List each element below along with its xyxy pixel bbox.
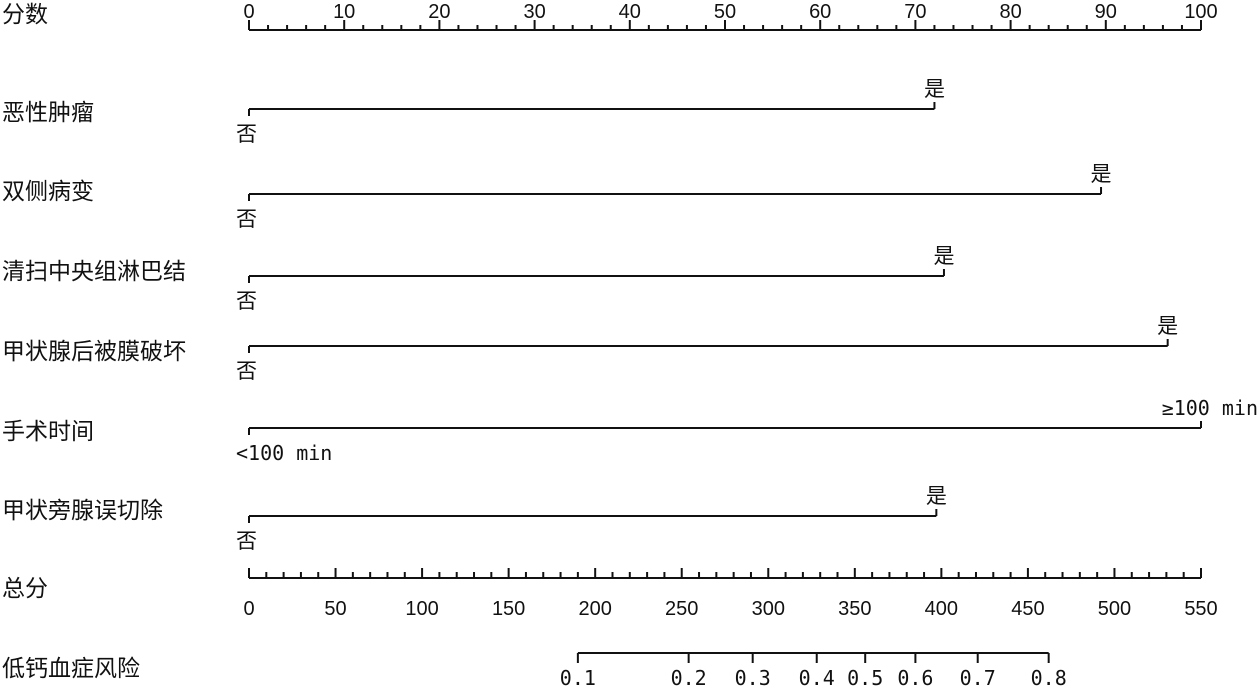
predictor-level-label: 是: [924, 77, 945, 101]
total-tick-label: 150: [492, 598, 525, 620]
points-tick-label: 80: [999, 1, 1021, 23]
predictor-level-label: 否: [236, 207, 257, 231]
predictor-name: 手术时间: [2, 419, 94, 445]
predictor-level-label: 否: [236, 529, 257, 553]
risk-tick-label: 0.4: [799, 666, 835, 687]
total-tick-label: 300: [752, 598, 785, 620]
points-tick-label: 100: [1184, 1, 1217, 23]
risk-axis-ticks: 0.1 0.2 0.3 0.4 0.5 0.6 0.7 0.8: [560, 653, 1067, 687]
total-tick-label: 500: [1098, 598, 1131, 620]
predictor-rows: 恶性肿瘤否是双侧病变否是清扫中央组淋巴结否是甲状腺后被膜破坏否是手术时间<100…: [2, 77, 1258, 553]
points-axis-ticks: 0 10 20 30 40 50 60 70 80 90 100: [243, 1, 1218, 30]
risk-tick-label: 0.5: [847, 666, 883, 687]
total-tick-label: 350: [838, 598, 871, 620]
predictor-level-label: 否: [236, 359, 257, 383]
points-tick-label: 70: [904, 1, 926, 23]
points-tick-label: 30: [523, 1, 545, 23]
risk-axis: 低钙血症风险 0.1 0.2 0.3 0.4 0.5 0.6 0.7 0.8: [2, 652, 1067, 687]
risk-tick-label: 0.6: [897, 666, 933, 687]
predictor-level-label: 否: [236, 289, 257, 313]
points-tick-label: 50: [714, 1, 736, 23]
predictor-level-label: 是: [1157, 314, 1178, 338]
total-tick-label: 0: [243, 598, 254, 620]
predictor-name: 清扫中央组淋巴结: [2, 259, 186, 285]
total-points-axis-ticks: 0 50 100 150 200 250 300 350 400 450 500 550: [243, 568, 1218, 620]
predictor-level-label: 是: [933, 244, 954, 268]
total-tick-label: 200: [578, 598, 611, 620]
total-tick-label: 400: [925, 598, 958, 620]
predictor-name: 甲状腺后被膜破坏: [2, 339, 186, 365]
predictor-row: 手术时间 <100 min ≥100 min: [2, 396, 1258, 465]
total-tick-label: 250: [665, 598, 698, 620]
points-tick-label: 90: [1095, 1, 1117, 23]
predictor-level-label: <100 min: [236, 441, 332, 465]
points-tick-label: 40: [619, 1, 641, 23]
predictor-level-label: 是: [926, 484, 947, 508]
risk-tick-label: 0.2: [671, 666, 707, 687]
points-axis: 分数 0 10 20 30 40 50 60 70 80 90 100: [2, 1, 1218, 31]
risk-tick-label: 0.7: [960, 666, 996, 687]
points-tick-label: 10: [333, 1, 355, 23]
predictor-level-label: ≥100 min: [1162, 396, 1258, 420]
predictor-name: 恶性肿瘤: [2, 100, 94, 126]
points-tick-label: 0: [243, 1, 254, 23]
total-tick-label: 550: [1184, 598, 1217, 620]
points-tick-label: 60: [809, 1, 831, 23]
predictor-level-label: 是: [1091, 162, 1112, 186]
predictor-name: 甲状旁腺误切除: [2, 498, 163, 524]
total-tick-label: 450: [1011, 598, 1044, 620]
predictor-name: 双侧病变: [2, 179, 94, 205]
total-points-axis: 总分 0 50 100 150 200 250 300 350 400 450 500 550: [2, 568, 1218, 620]
risk-axis-label: 低钙血症风险: [2, 656, 140, 682]
total-tick-label: 50: [324, 598, 346, 620]
points-tick-label: 20: [428, 1, 450, 23]
total-points-axis-label: 总分: [2, 576, 48, 602]
risk-tick-label: 0.8: [1031, 666, 1067, 687]
predictor-level-label: 否: [236, 122, 257, 146]
total-tick-label: 100: [405, 598, 438, 620]
risk-tick-label: 0.3: [735, 666, 771, 687]
risk-tick-label: 0.1: [560, 666, 596, 687]
points-axis-label: 分数: [2, 2, 48, 28]
